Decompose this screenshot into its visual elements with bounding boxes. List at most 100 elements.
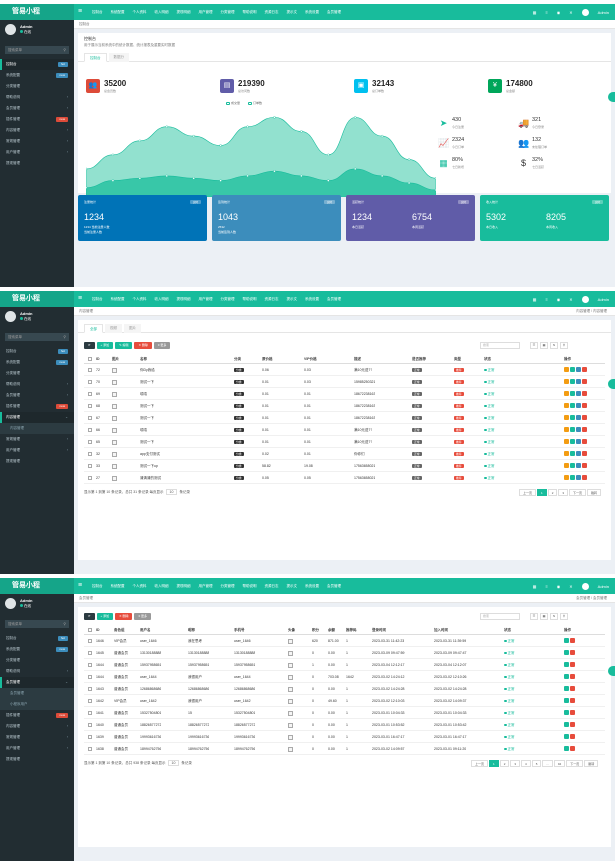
row-checkbox[interactable] — [88, 711, 92, 715]
sidebar-item[interactable]: 帮助说明 ‹ — [0, 666, 74, 677]
drag-button[interactable] — [564, 403, 569, 408]
delete-button[interactable]: ✕ 删除 — [134, 342, 152, 349]
app-logo[interactable]: 管易小程 — [0, 291, 74, 307]
sidebar-item[interactable]: 内容管理 ⌄ — [0, 412, 74, 423]
search-icon[interactable]: ⚲ — [63, 622, 66, 626]
sort-icon[interactable]: ⇅ — [550, 342, 558, 349]
thumbnail-image[interactable] — [112, 367, 117, 373]
top-nav-item[interactable]: 提示文 — [286, 10, 298, 14]
sidebar-item[interactable]: 常规管理 ‹ — [0, 732, 74, 743]
search-icon[interactable]: ⚲ — [560, 613, 568, 620]
page-button[interactable]: 3 — [510, 760, 521, 767]
edit-button[interactable]: ✎ 编辑 — [115, 342, 133, 349]
select-all-checkbox[interactable] — [88, 357, 92, 361]
page-button[interactable]: 94 — [553, 760, 566, 767]
user-name[interactable]: Admin — [597, 296, 609, 302]
page-button[interactable]: 3 — [558, 489, 569, 496]
side-float-button[interactable] — [608, 379, 615, 389]
column-header[interactable]: 分类 — [234, 357, 241, 361]
thumbnail-image[interactable] — [112, 379, 117, 385]
page-button[interactable]: 1 — [537, 489, 547, 496]
table-search-input[interactable]: 搜索 — [480, 613, 520, 620]
view-icon[interactable] — [576, 427, 581, 432]
delete-icon[interactable] — [570, 698, 575, 703]
data-point[interactable] — [86, 167, 88, 171]
legend-item[interactable]: 订单数 — [248, 101, 262, 105]
delete-icon[interactable] — [582, 367, 587, 372]
top-nav-item[interactable]: 资源日志 — [264, 297, 279, 301]
column-header[interactable]: 加入时间 — [434, 628, 448, 632]
close-icon[interactable]: ✕ — [569, 296, 573, 302]
sidebar-item[interactable]: 插件管理 new — [0, 401, 74, 412]
view-icon[interactable] — [576, 367, 581, 372]
edit-icon[interactable] — [570, 403, 575, 408]
sidebar-item[interactable]: 提现管理 — [0, 456, 74, 467]
view-icon[interactable] — [576, 391, 581, 396]
column-header[interactable]: 是否推荐 — [412, 357, 426, 361]
top-nav-item[interactable]: 系统设置 — [305, 10, 319, 14]
drag-button[interactable] — [564, 415, 569, 420]
theme-icon[interactable]: ◉ — [556, 9, 561, 15]
edit-icon[interactable] — [570, 367, 575, 372]
search-icon[interactable]: ⚲ — [63, 48, 66, 52]
edit-icon[interactable] — [570, 475, 575, 480]
data-point[interactable] — [192, 134, 195, 138]
data-point[interactable] — [246, 125, 249, 128]
top-nav-item[interactable]: 分类管理 — [220, 10, 235, 14]
top-nav-item[interactable]: 用户管理 — [198, 584, 213, 588]
drag-button[interactable] — [564, 463, 569, 468]
edit-icon[interactable] — [564, 698, 569, 703]
edit-icon[interactable] — [564, 650, 569, 655]
refresh-button[interactable]: ⟳ — [84, 342, 95, 349]
edit-icon[interactable] — [564, 734, 569, 739]
table-row[interactable]: 27 清清清的测试 分类 0.05 0.05 17563658021 正常 推荐 正常 — [84, 472, 605, 484]
top-nav-item[interactable]: 会员管理 — [327, 584, 341, 588]
more-button[interactable]: ≡ 更多 — [153, 342, 171, 349]
tab-2[interactable]: 图片 — [124, 324, 141, 333]
top-nav-item[interactable]: 用户管理 — [198, 10, 213, 14]
row-checkbox[interactable] — [88, 476, 92, 480]
column-header[interactable]: 手机号 — [234, 628, 245, 632]
page-button[interactable]: 5 — [531, 760, 542, 767]
top-nav-item[interactable]: 会员管理 — [327, 10, 341, 14]
sidebar-item[interactable]: 分类管理 — [0, 368, 74, 379]
edit-icon[interactable] — [570, 439, 575, 444]
app-logo[interactable]: 管易小程 — [0, 4, 74, 20]
delete-icon[interactable] — [570, 734, 575, 739]
tab-0[interactable]: 全部 — [84, 324, 103, 333]
edit-icon[interactable] — [570, 415, 575, 420]
drag-button[interactable] — [564, 439, 569, 444]
sidebar-item[interactable]: 控制台 hot — [0, 346, 74, 357]
delete-icon[interactable] — [570, 662, 575, 667]
view-icon[interactable] — [576, 451, 581, 456]
edit-icon[interactable] — [570, 463, 575, 468]
delete-icon[interactable] — [582, 451, 587, 456]
data-point[interactable] — [273, 170, 276, 173]
sidebar-item[interactable]: 常规管理 ‹ — [0, 136, 74, 147]
hamburger-icon[interactable]: ≡ — [78, 582, 83, 589]
top-nav-item[interactable]: 会员管理 — [327, 297, 341, 301]
avatar-image[interactable] — [288, 662, 293, 668]
sidebar-item[interactable]: 系统配置 new — [0, 357, 74, 368]
edit-icon[interactable] — [564, 674, 569, 679]
row-checkbox[interactable] — [88, 723, 92, 727]
top-nav-item[interactable]: 收入明细 — [154, 10, 169, 14]
column-header[interactable]: 名称 — [140, 357, 147, 361]
breadcrumb-text[interactable]: 控制台 — [79, 22, 90, 26]
column-header[interactable]: 昵称 — [188, 628, 195, 632]
sidebar-item[interactable]: 内容管理 ‹ — [0, 125, 74, 136]
data-point[interactable] — [111, 153, 115, 157]
top-nav-item[interactable]: 系统设置 — [305, 584, 319, 588]
data-point[interactable] — [165, 125, 168, 128]
top-nav-item[interactable]: 分类管理 — [220, 297, 235, 301]
app-logo[interactable]: 管易小程 — [0, 578, 74, 594]
column-header[interactable]: 操作 — [564, 628, 571, 632]
top-nav-item[interactable]: 系统配置 — [110, 297, 125, 301]
avatar-image[interactable] — [288, 650, 293, 656]
top-nav-item[interactable]: 用户管理 — [198, 297, 213, 301]
column-header[interactable]: 状态 — [484, 357, 491, 361]
sidebar-search-input[interactable]: 搜索菜单 ⚲ — [5, 333, 69, 341]
delete-icon[interactable] — [582, 379, 587, 384]
thumbnail-image[interactable] — [112, 415, 117, 421]
menu-icon[interactable]: ≡ — [545, 296, 548, 302]
